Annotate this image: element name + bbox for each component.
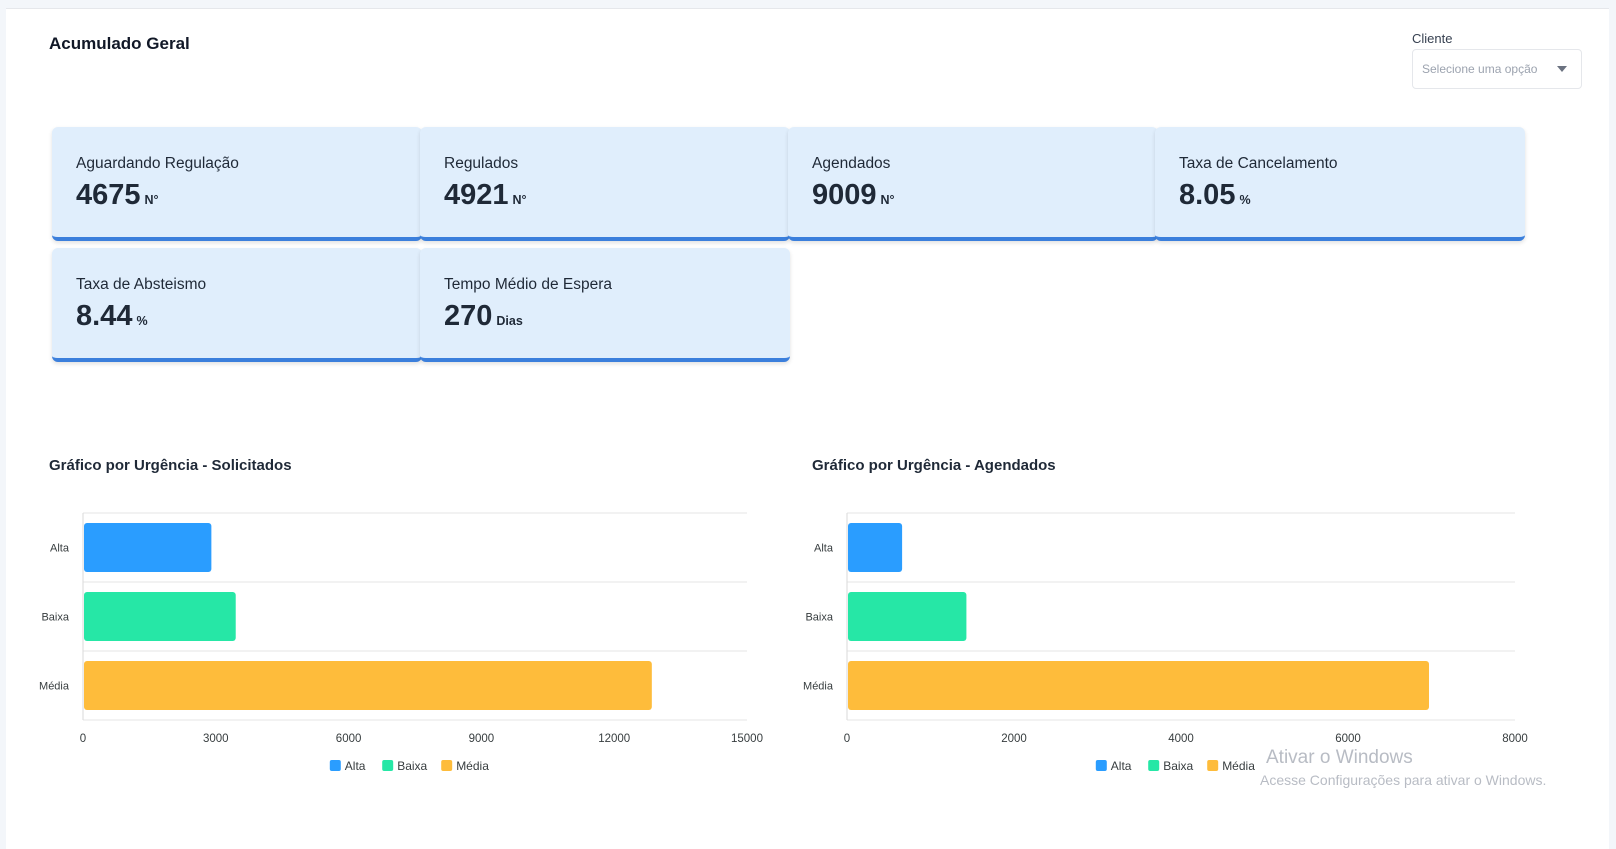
x-tick-label: 3000 [203, 733, 229, 745]
bar-alta [84, 523, 212, 572]
legend-marker [441, 760, 453, 771]
x-tick-label: 15000 [731, 733, 763, 745]
client-filter-label: Cliente [1412, 31, 1453, 46]
urgencia-solicitados-chart: Alta Baixa Média 0 3000 6000 9000 12000 15000 Alt… [39, 512, 763, 773]
bar-média [84, 661, 652, 710]
x-tick-label: 8000 [1502, 733, 1528, 745]
card-tempo-medio-espera: Tempo Médio de Espera 270 Dias [420, 248, 790, 362]
y-tick-label: Média [39, 681, 70, 693]
bar-alta [848, 523, 903, 572]
legend-marker [382, 760, 394, 771]
x-tick-label: 0 [80, 733, 86, 745]
legend-label: Baixa [397, 759, 427, 773]
page-title: Acumulado Geral [49, 34, 190, 53]
y-tick-label: Média [803, 681, 834, 693]
card-label: Taxa de Absteismo [76, 276, 207, 293]
chart-title-solicitados: Gráfico por Urgência - Solicitados [49, 457, 292, 474]
card-agendados: Agendados 9009 N° [788, 127, 1158, 241]
card-value: 4675 [76, 179, 141, 211]
legend-label: Média [1222, 759, 1255, 773]
x-tick-label: 12000 [598, 733, 630, 745]
bar-média [848, 661, 1429, 710]
legend-label: Alta [1111, 759, 1132, 773]
card-label: Agendados [812, 155, 891, 172]
legend-marker [329, 760, 341, 771]
card-unit: % [136, 314, 148, 328]
card-value: 9009 [812, 179, 877, 211]
y-tick-label: Alta [814, 543, 834, 555]
card-unit: Dias [496, 314, 523, 328]
legend-marker [1148, 760, 1160, 771]
card-value: 8.44 [76, 300, 133, 332]
legend-marker [1095, 760, 1107, 771]
windows-activation-subtitle: Acesse Configurações para ativar o Windo… [1260, 772, 1547, 788]
windows-activation-title: Ativar o Windows [1266, 747, 1413, 768]
dashboard-page: Acumulado Geral Cliente Selecione uma op… [6, 8, 1609, 849]
card-value: 4921 [444, 179, 509, 211]
x-tick-label: 9000 [469, 733, 495, 745]
legend-label: Baixa [1163, 759, 1193, 773]
card-label: Taxa de Cancelamento [1179, 155, 1338, 172]
card-label: Regulados [444, 155, 519, 172]
x-tick-label: 4000 [1168, 733, 1194, 745]
card-taxa-cancelamento: Taxa de Cancelamento 8.05% [1155, 127, 1525, 241]
legend-marker [1207, 760, 1219, 771]
card-value: 8.05 [1179, 179, 1236, 211]
x-tick-label: 6000 [1335, 733, 1361, 745]
card-regulados: Regulados 4921 N° [420, 127, 790, 241]
y-tick-label: Alta [50, 543, 70, 555]
client-select-placeholder: Selecione uma opção [1422, 62, 1538, 76]
card-unit: N° [880, 193, 895, 207]
chevron-down-icon [1557, 66, 1567, 72]
card-label: Tempo Médio de Espera [444, 276, 613, 293]
urgencia-agendados-chart: Alta Baixa Média 0 2000 4000 6000 8000 Alta Baixa… [803, 512, 1528, 773]
x-tick-label: 0 [844, 733, 850, 745]
card-aguardando-regulacao: Aguardando Regulação 4675 N° [52, 127, 422, 241]
chart-title-agendados: Gráfico por Urgência - Agendados [812, 457, 1056, 474]
y-tick-label: Baixa [41, 612, 69, 624]
card-unit: N° [512, 193, 527, 207]
bar-baixa [848, 592, 967, 641]
card-unit: N° [144, 193, 159, 207]
card-unit: % [1239, 193, 1251, 207]
legend-label: Alta [345, 759, 366, 773]
bar-baixa [84, 592, 236, 641]
legend-label: Média [456, 759, 489, 773]
client-select[interactable]: Selecione uma opção [1412, 49, 1582, 89]
y-tick-label: Baixa [805, 612, 833, 624]
card-label: Aguardando Regulação [76, 155, 239, 172]
x-tick-label: 6000 [336, 733, 362, 745]
x-tick-label: 2000 [1001, 733, 1027, 745]
card-taxa-absteismo: Taxa de Absteismo 8.44% [52, 248, 422, 362]
card-value: 270 [444, 300, 493, 332]
